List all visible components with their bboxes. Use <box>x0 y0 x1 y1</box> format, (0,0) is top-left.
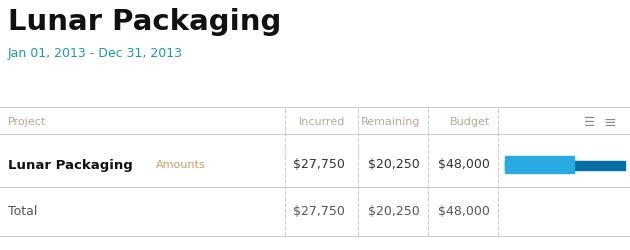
Text: Total: Total <box>8 205 37 218</box>
Text: ☰: ☰ <box>585 115 595 128</box>
Text: Budget: Budget <box>450 116 490 126</box>
Text: $27,750: $27,750 <box>293 205 345 218</box>
Bar <box>505 161 625 170</box>
Text: Lunar Packaging: Lunar Packaging <box>8 158 133 171</box>
Text: $48,000: $48,000 <box>438 205 490 218</box>
Text: $20,250: $20,250 <box>369 158 420 171</box>
Text: Remaining: Remaining <box>360 116 420 126</box>
Text: Project: Project <box>8 116 46 126</box>
Text: $20,250: $20,250 <box>369 205 420 218</box>
Text: ≡: ≡ <box>604 114 616 129</box>
Text: $27,750: $27,750 <box>293 158 345 171</box>
Bar <box>505 156 575 173</box>
Text: Incurred: Incurred <box>299 116 345 126</box>
Text: Amounts: Amounts <box>156 159 205 169</box>
Text: Lunar Packaging: Lunar Packaging <box>8 8 282 36</box>
Text: Jan 01, 2013 - Dec 31, 2013: Jan 01, 2013 - Dec 31, 2013 <box>8 47 183 60</box>
Text: $48,000: $48,000 <box>438 158 490 171</box>
